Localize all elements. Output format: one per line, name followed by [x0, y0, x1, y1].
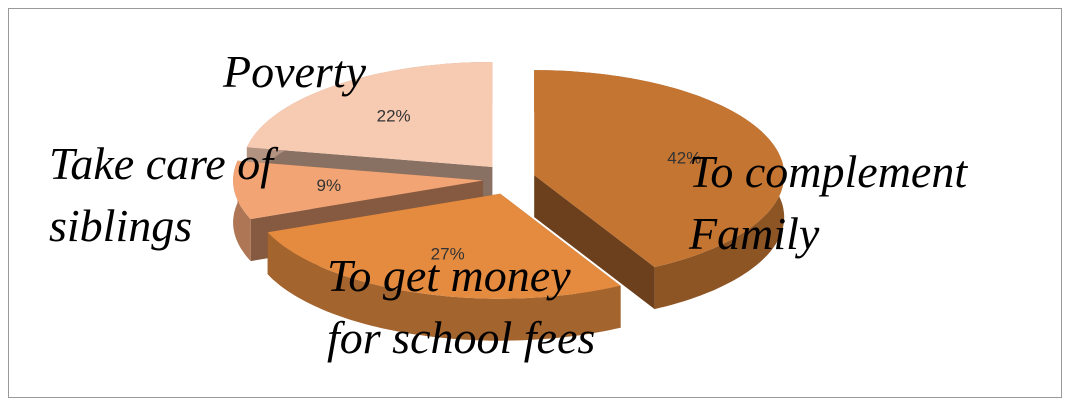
- category-label: To complement Family: [689, 146, 968, 259]
- slice-top: [246, 62, 493, 167]
- slice-side: [534, 175, 655, 310]
- chart-frame: 22% 42% 9% 27% To complement Family To get m…: [8, 8, 1062, 398]
- value-label: 9%: [317, 176, 342, 195]
- category-label: Take care of siblings: [49, 138, 274, 251]
- slice-wall: [267, 232, 621, 341]
- value-label: 27%: [431, 244, 465, 263]
- slice: 42%: [534, 70, 785, 310]
- slice-top: [233, 160, 484, 220]
- value-label: 22%: [377, 106, 411, 125]
- slice-top: [267, 193, 621, 299]
- chart: 22% 42% 9% 27%: [233, 62, 785, 341]
- category-label: To get money for school fees: [327, 250, 596, 363]
- slice-top: [534, 70, 785, 268]
- category-label: Poverty: [223, 46, 367, 97]
- slice: 27%: [267, 193, 621, 341]
- value-label: 42%: [667, 148, 701, 167]
